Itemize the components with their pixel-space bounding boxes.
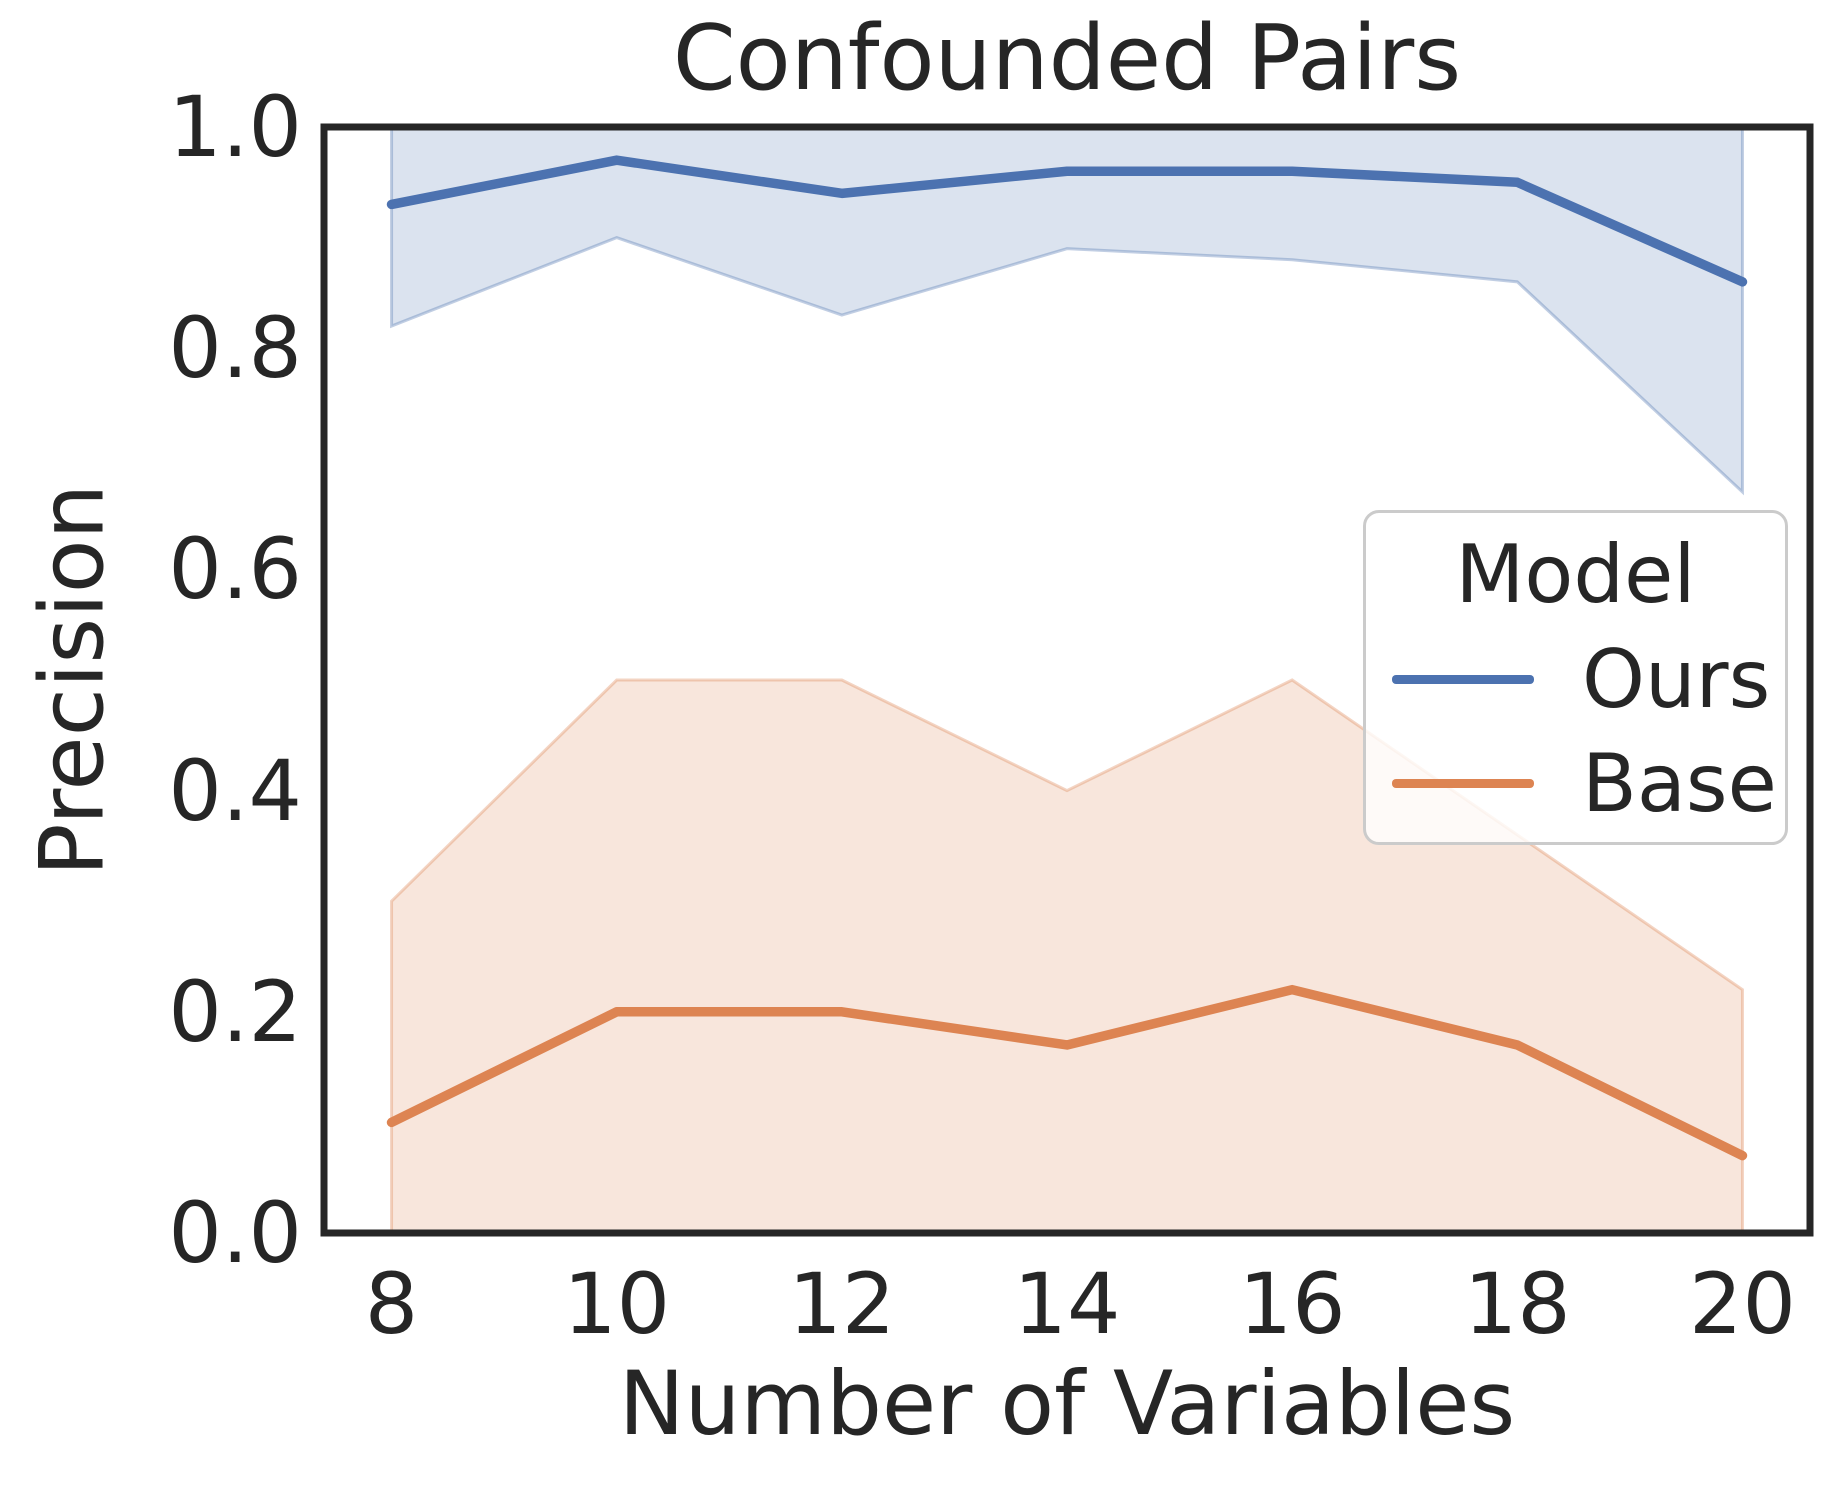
x-tick-label: 14 [1013,1255,1121,1353]
x-tick-label: 10 [563,1255,671,1353]
x-tick-label: 16 [1238,1255,1346,1353]
y-tick-label: 0.4 [168,741,302,840]
x-tick-label: 8 [364,1255,419,1353]
base-line [386,984,1748,1161]
x-axis-label: Number of Variables [618,1352,1516,1455]
y-tick-label: 1.0 [168,78,302,176]
y-tick-label: 0.6 [168,520,302,619]
ours-confidence-band [390,130,1744,496]
legend-row-ours: Ours [1366,627,1785,731]
x-tick-label: 18 [1463,1255,1571,1353]
ours-line [386,155,1748,287]
legend-label-base: Base [1582,736,1777,830]
base-line-swatch [1392,778,1534,788]
axes-frame [320,123,1814,1237]
y-tick-label: 0.0 [168,1184,302,1282]
legend-label-ours: Ours [1582,632,1771,726]
legend-title: Model [1455,528,1696,621]
y-tick-label: 0.8 [168,299,302,398]
ours-line-swatch [1392,674,1534,684]
x-tick-label: 20 [1689,1255,1796,1353]
legend-row-base: Base [1366,731,1785,835]
x-tick-label: 12 [788,1255,896,1353]
data-lines [386,155,1748,1161]
y-tick-label: 0.2 [168,962,302,1061]
chart-title: Confounded Pairs [672,6,1462,111]
legend: Model Ours Base [1363,510,1788,845]
